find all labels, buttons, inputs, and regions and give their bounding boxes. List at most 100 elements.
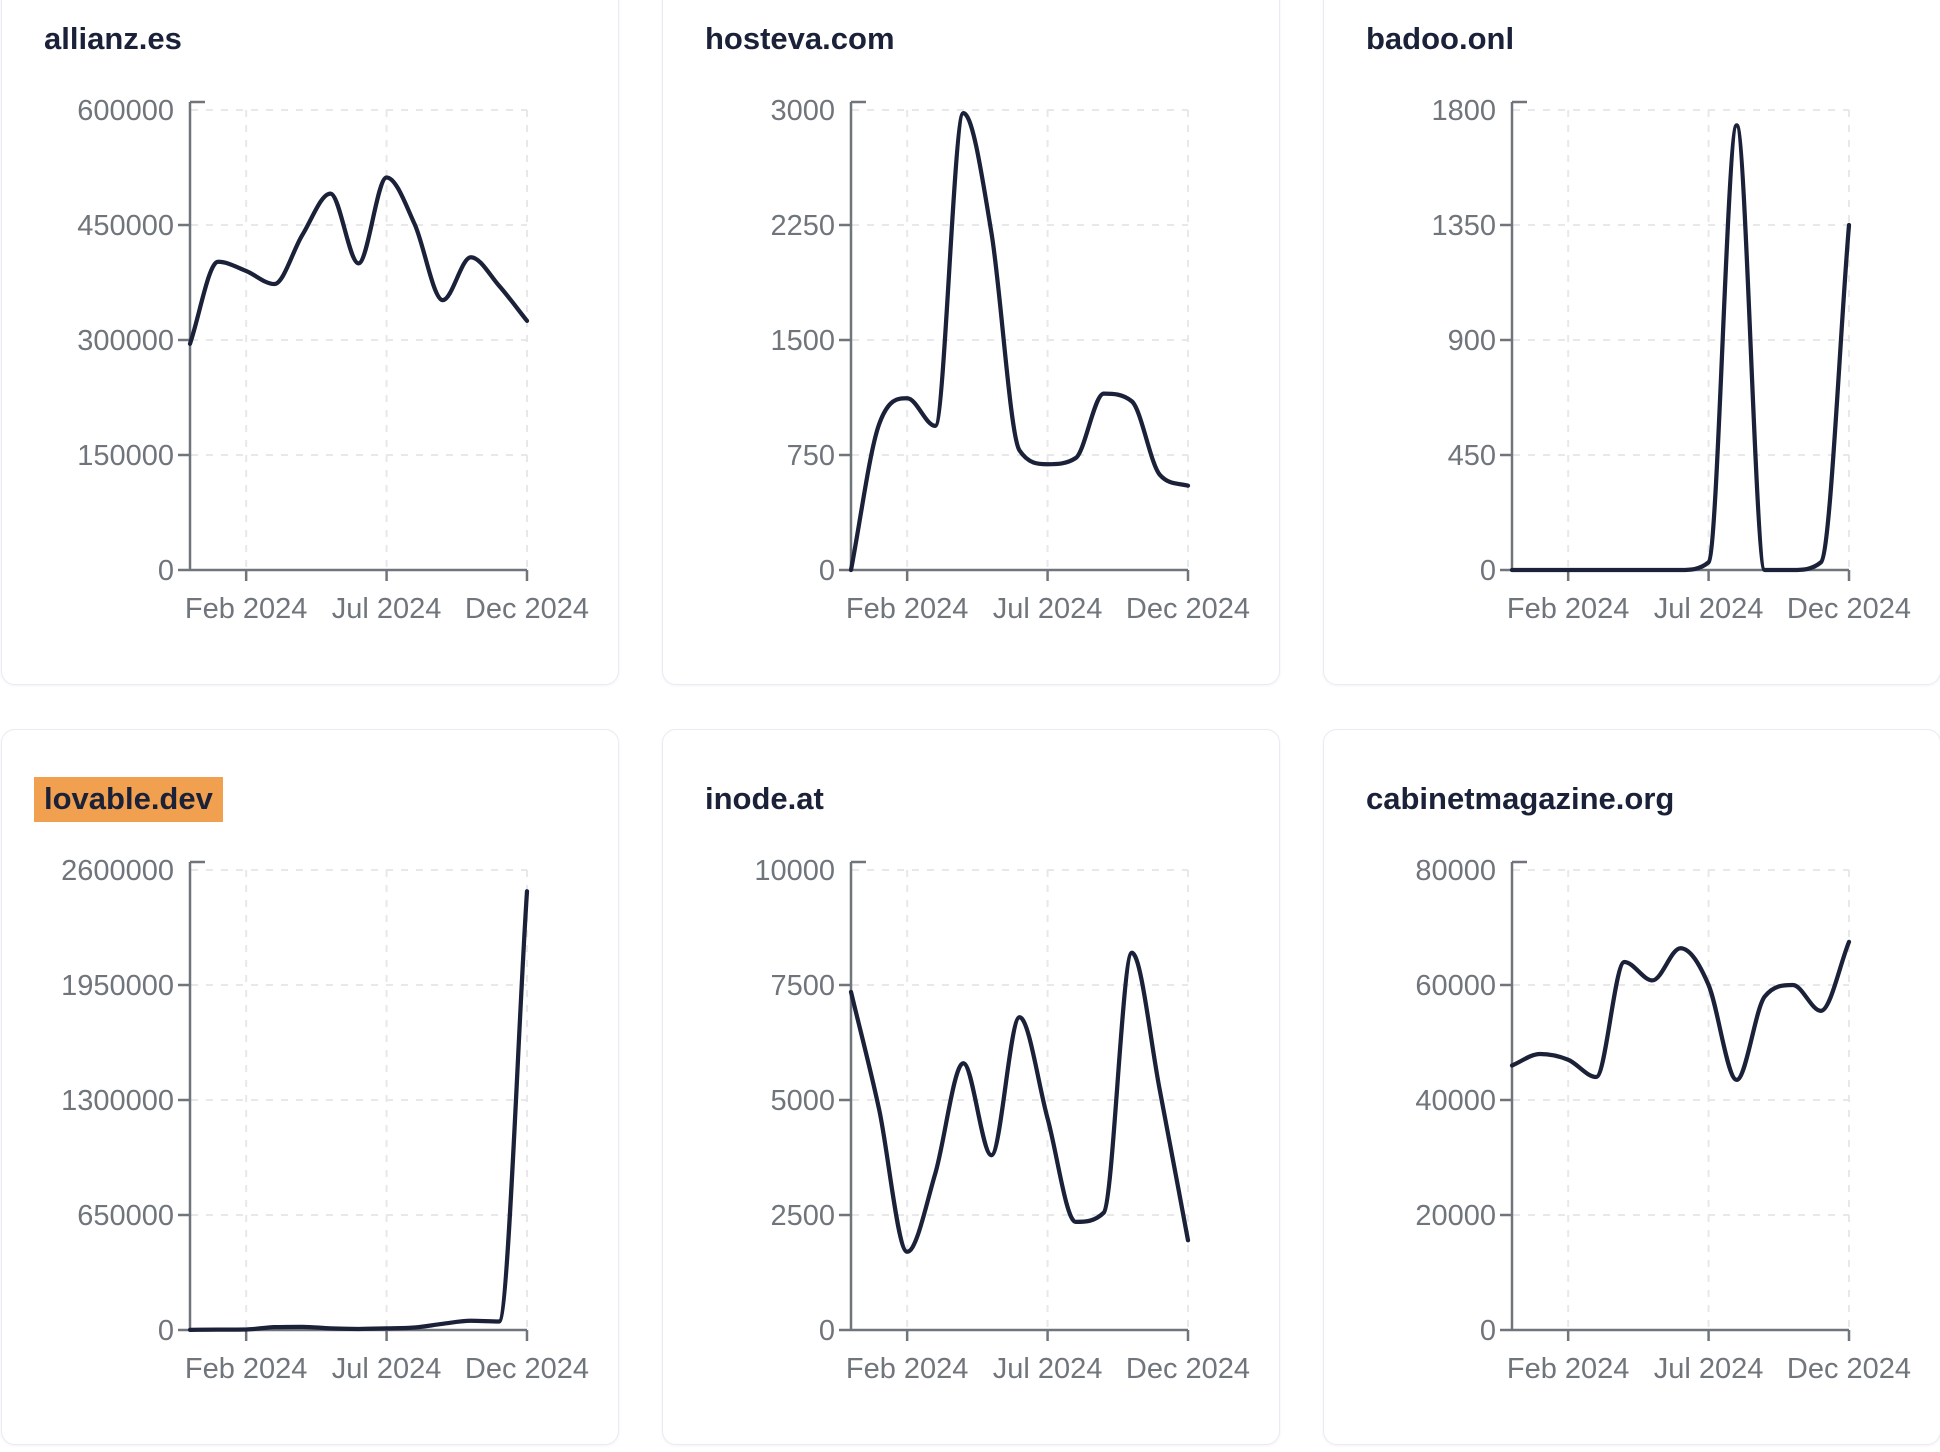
svg-text:20000: 20000 [1415, 1200, 1496, 1232]
svg-text:Dec 2024: Dec 2024 [1787, 1353, 1911, 1385]
chart-title: inode.at [705, 781, 824, 816]
chart-title-row: lovable.dev [34, 777, 223, 822]
svg-text:1500: 1500 [770, 325, 835, 357]
y-tick-labels: 1800 1350 900 450 0 [1431, 95, 1496, 587]
series-line [1509, 123, 1852, 573]
y-tick-labels: 2600000 1950000 1300000 650000 0 [61, 855, 174, 1347]
svg-text:750: 750 [787, 440, 835, 472]
svg-text:60000: 60000 [1415, 970, 1496, 1002]
svg-text:150000: 150000 [77, 440, 174, 472]
x-tick-labels: Feb 2024 Jul 2024 Dec 2024 [185, 593, 589, 625]
domain-chart-card[interactable]: cabinetmagazine.org 80000 60000 40000 20000… [1323, 729, 1940, 1445]
chart-title-row: hosteva.com [705, 17, 895, 61]
x-tick-labels: Feb 2024 Jul 2024 Dec 2024 [846, 593, 1250, 625]
axes [178, 860, 529, 1341]
gridlines [852, 109, 1189, 568]
svg-text:1800: 1800 [1431, 95, 1496, 127]
svg-text:1300000: 1300000 [61, 1085, 174, 1117]
y-tick-labels: 600000 450000 300000 150000 0 [77, 95, 174, 587]
svg-text:450: 450 [1448, 440, 1496, 472]
svg-text:Jul 2024: Jul 2024 [1654, 593, 1764, 625]
svg-text:0: 0 [158, 555, 174, 587]
svg-text:650000: 650000 [77, 1200, 174, 1232]
svg-text:0: 0 [1480, 1315, 1496, 1347]
svg-text:Feb 2024: Feb 2024 [846, 593, 969, 625]
chart-title: lovable.dev [34, 777, 223, 822]
series-line [1509, 939, 1852, 1083]
x-tick-labels: Feb 2024 Jul 2024 Dec 2024 [1507, 1353, 1911, 1385]
svg-text:2500: 2500 [770, 1200, 835, 1232]
series-line [187, 889, 530, 1332]
line-chart: 10000 7500 5000 2500 0 Feb 2024 Jul 2024 Dec 20… [754, 855, 1250, 1385]
axes [839, 100, 1190, 581]
chart-title-row: allianz.es [44, 17, 182, 61]
svg-text:Dec 2024: Dec 2024 [465, 1353, 589, 1385]
domain-chart-card[interactable]: allianz.es 600000 450000 300000 150000 0 Feb … [1, 0, 619, 685]
axes [178, 100, 529, 581]
gridlines [1513, 869, 1850, 1328]
domain-chart-card[interactable]: lovable.dev 2600000 1950000 1300000 650000 0… [1, 729, 619, 1445]
y-tick-labels: 10000 7500 5000 2500 0 [754, 855, 835, 1347]
svg-text:0: 0 [1480, 555, 1496, 587]
svg-text:7500: 7500 [770, 970, 835, 1002]
svg-text:Jul 2024: Jul 2024 [993, 593, 1103, 625]
chart-title: hosteva.com [705, 21, 895, 56]
y-tick-labels: 80000 60000 40000 20000 0 [1415, 855, 1496, 1347]
chart-title-row: badoo.onl [1366, 17, 1514, 61]
y-tick-labels: 3000 2250 1500 750 0 [770, 95, 835, 587]
svg-text:10000: 10000 [754, 855, 835, 887]
svg-text:80000: 80000 [1415, 855, 1496, 887]
svg-text:Dec 2024: Dec 2024 [1787, 593, 1911, 625]
svg-text:0: 0 [819, 1315, 835, 1347]
x-tick-labels: Feb 2024 Jul 2024 Dec 2024 [846, 1353, 1250, 1385]
line-chart: 600000 450000 300000 150000 0 Feb 2024 Jul 202… [77, 95, 589, 625]
chart-title: badoo.onl [1366, 21, 1515, 56]
svg-text:Feb 2024: Feb 2024 [185, 1353, 308, 1385]
svg-text:2600000: 2600000 [61, 855, 174, 887]
gridlines [191, 109, 528, 568]
svg-text:5000: 5000 [770, 1085, 835, 1117]
svg-text:Feb 2024: Feb 2024 [846, 1353, 969, 1385]
svg-text:Jul 2024: Jul 2024 [332, 1353, 442, 1385]
svg-text:300000: 300000 [77, 325, 174, 357]
axes [839, 860, 1190, 1341]
svg-text:40000: 40000 [1415, 1085, 1496, 1117]
gridlines [852, 869, 1189, 1328]
svg-text:Feb 2024: Feb 2024 [1507, 1353, 1630, 1385]
chart-title-row: inode.at [705, 777, 824, 821]
series-line [848, 110, 1191, 573]
line-chart: 80000 60000 40000 20000 0 Feb 2024 Jul 2024 Dec… [1415, 855, 1911, 1385]
svg-text:0: 0 [158, 1315, 174, 1347]
svg-text:Jul 2024: Jul 2024 [332, 593, 442, 625]
svg-text:900: 900 [1448, 325, 1496, 357]
chart-title-row: cabinetmagazine.org [1366, 777, 1674, 821]
x-tick-labels: Feb 2024 Jul 2024 Dec 2024 [1507, 593, 1911, 625]
svg-text:1350: 1350 [1431, 210, 1496, 242]
svg-text:Dec 2024: Dec 2024 [1126, 1353, 1250, 1385]
line-chart: 2600000 1950000 1300000 650000 0 Feb 2024 Jul … [61, 855, 589, 1385]
gridlines [191, 869, 528, 1328]
domain-chart-card[interactable]: hosteva.com 3000 2250 1500 750 0 Feb 2024 Jul … [662, 0, 1280, 685]
svg-text:600000: 600000 [77, 95, 174, 127]
svg-text:450000: 450000 [77, 210, 174, 242]
axes [1500, 860, 1851, 1341]
domain-chart-card[interactable]: badoo.onl 1800 1350 900 450 0 Feb 2024 Jul 202… [1323, 0, 1940, 685]
svg-text:1950000: 1950000 [61, 970, 174, 1002]
series-line [848, 950, 1191, 1254]
series-line [187, 175, 530, 346]
svg-text:2250: 2250 [770, 210, 835, 242]
domain-chart-card[interactable]: inode.at 10000 7500 5000 2500 0 Feb 2024 Jul 2… [662, 729, 1280, 1445]
chart-title: allianz.es [44, 21, 182, 56]
x-tick-labels: Feb 2024 Jul 2024 Dec 2024 [185, 1353, 589, 1385]
svg-text:Jul 2024: Jul 2024 [1654, 1353, 1764, 1385]
svg-text:Dec 2024: Dec 2024 [1126, 593, 1250, 625]
svg-text:Dec 2024: Dec 2024 [465, 593, 589, 625]
axes [1500, 100, 1851, 581]
svg-text:0: 0 [819, 555, 835, 587]
line-chart: 3000 2250 1500 750 0 Feb 2024 Jul 2024 Dec 2024 [770, 95, 1250, 625]
svg-text:3000: 3000 [770, 95, 835, 127]
svg-text:Jul 2024: Jul 2024 [993, 1353, 1103, 1385]
svg-text:Feb 2024: Feb 2024 [185, 593, 308, 625]
gridlines [1513, 109, 1850, 568]
